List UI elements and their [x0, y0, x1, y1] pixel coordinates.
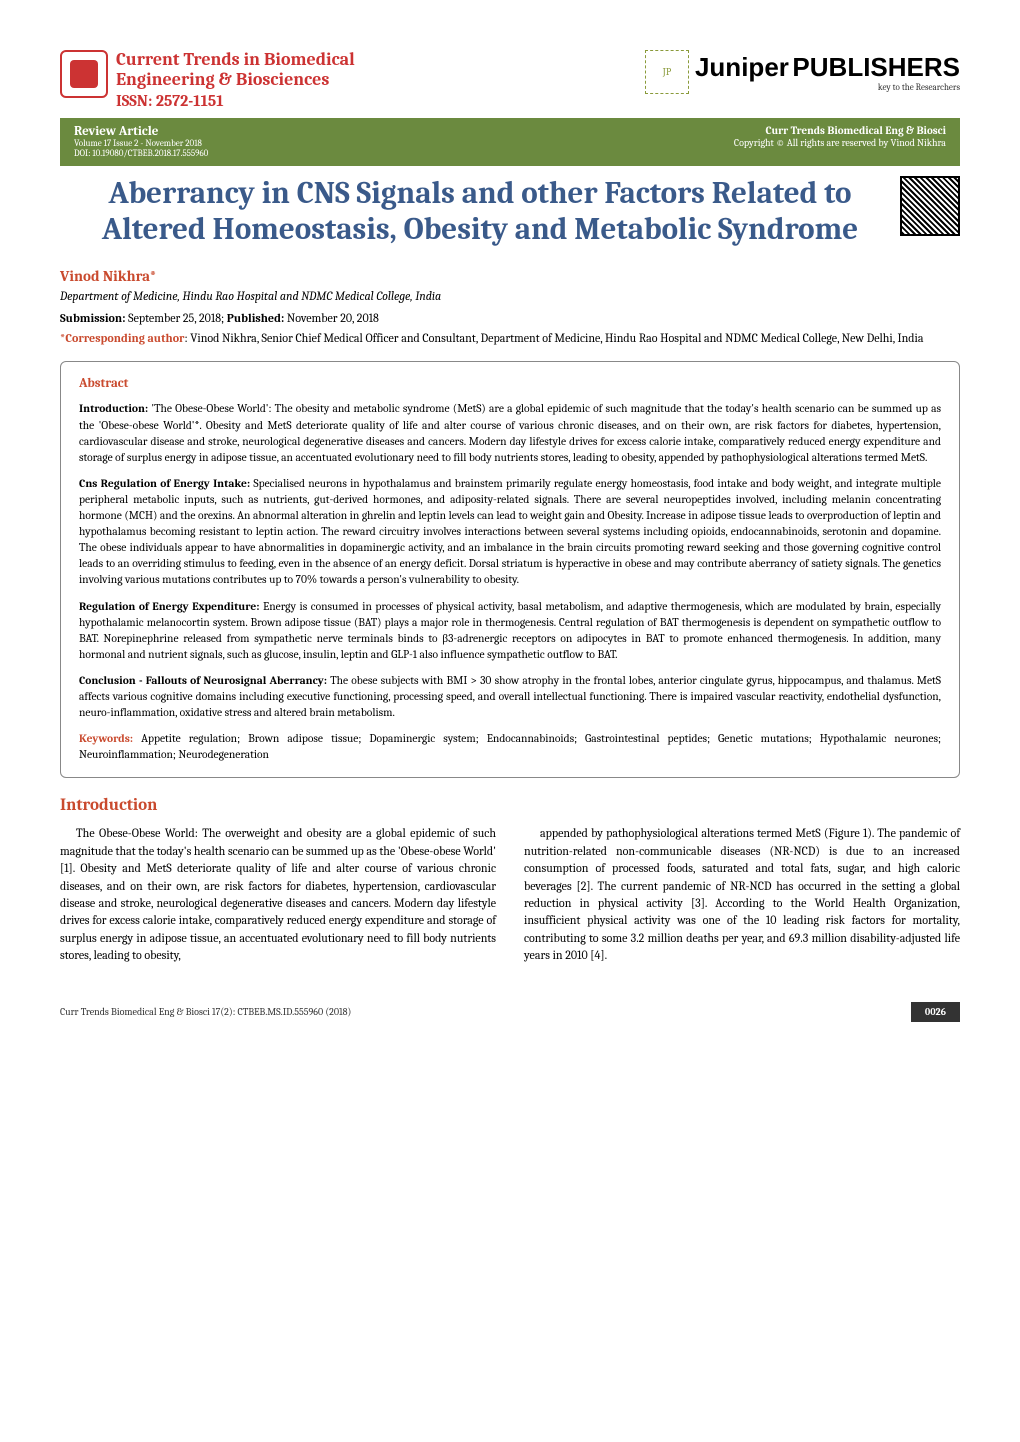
abstract-heading: Abstract: [79, 376, 941, 391]
published-date: November 20, 2018: [287, 311, 379, 325]
intro-col2: appended by pathophysiological alteratio…: [524, 825, 960, 964]
corresponding-text: : Vinod Nikhra, Senior Chief Medical Off…: [185, 331, 924, 345]
keywords-text: Appetite regulation; Brown adipose tissu…: [79, 732, 941, 761]
dates-line: Submission: September 25, 2018; Publishe…: [60, 311, 960, 325]
introduction-heading: Introduction: [60, 796, 960, 815]
intro-col1: The Obese-Obese World: The overweight an…: [60, 825, 496, 964]
abstract-lead-2: Regulation of Energy Expenditure:: [79, 600, 259, 613]
journal-title-block: Current Trends in Biomedical Engineering…: [116, 50, 355, 110]
publisher-name-main: Junip: [695, 52, 764, 82]
doi-label: DOI: 10.19080/CTBEB.2018.17.555960: [74, 149, 361, 160]
header-row: Current Trends in Biomedical Engineering…: [60, 50, 960, 110]
submission-label: Submission:: [60, 311, 126, 325]
publisher-name-suffix: er: [764, 52, 789, 82]
introduction-body: The Obese-Obese World: The overweight an…: [60, 825, 960, 972]
banner-right: Curr Trends Biomedical Eng & Biosci Copy…: [375, 118, 960, 167]
keywords-line: Keywords: Appetite regulation; Brown adi…: [79, 731, 941, 763]
banner-row: Review Article Volume 17 Issue 2 - Novem…: [60, 118, 960, 167]
publisher-logo-icon: JP: [645, 50, 689, 94]
publisher-name-row: Juniper PUBLISHERS: [695, 52, 960, 83]
abstract-para-3: Conclusion - Fallouts of Neurosignal Abe…: [79, 673, 941, 721]
journal-issn: ISSN: 2572-1151: [116, 92, 355, 110]
journal-title-line2: Engineering & Biosciences: [116, 70, 355, 90]
banner-left: Review Article Volume 17 Issue 2 - Novem…: [60, 118, 375, 167]
footer-row: Curr Trends Biomedical Eng & Biosci 17(2…: [60, 1002, 960, 1022]
abstract-lead-0: Introduction:: [79, 402, 148, 415]
journal-block: Current Trends in Biomedical Engineering…: [60, 50, 355, 110]
corresponding-label: *Corresponding author: [60, 331, 185, 345]
journal-title-line1: Current Trends in Biomedical: [116, 50, 355, 70]
abstract-para-1: Cns Regulation of Energy Intake: Special…: [79, 476, 941, 589]
publisher-text: Juniper PUBLISHERS key to the Researcher…: [695, 52, 960, 93]
qr-code-icon: [900, 176, 960, 236]
copyright-line: Copyright © All rights are reserved by V…: [389, 137, 946, 149]
publisher-tagline: key to the Researchers: [695, 83, 960, 93]
footer-citation: Curr Trends Biomedical Eng & Biosci 17(2…: [60, 1006, 351, 1018]
page-number: 0026: [911, 1002, 960, 1022]
publisher-block: JP Juniper PUBLISHERS key to the Researc…: [645, 50, 960, 94]
author-name: Vinod Nikhra*: [60, 267, 960, 285]
abstract-body-1: Specialised neurons in hypothalamus and …: [79, 477, 941, 587]
published-label: Published:: [227, 311, 285, 325]
article-title: Aberrancy in CNS Signals and other Facto…: [60, 176, 900, 247]
abstract-para-0: Introduction: 'The Obese-Obese World': T…: [79, 401, 941, 465]
abstract-body-0: 'The Obese-Obese World': The obesity and…: [79, 402, 941, 463]
author-affiliation: Department of Medicine, Hindu Rao Hospit…: [60, 289, 960, 303]
publisher-badge: PUBLISHERS: [792, 52, 960, 82]
abstract-lead-1: Cns Regulation of Energy Intake:: [79, 477, 250, 490]
submission-date: September 25, 2018;: [128, 311, 224, 325]
journal-logo-icon: [60, 50, 108, 98]
abstract-para-2: Regulation of Energy Expenditure: Energy…: [79, 599, 941, 663]
journal-logo-inner: [70, 60, 98, 88]
abstract-box: Abstract Introduction: 'The Obese-Obese …: [60, 361, 960, 778]
article-type-label: Review Article: [74, 124, 361, 139]
abstract-lead-3: Conclusion - Fallouts of Neurosignal Abe…: [79, 674, 327, 687]
volume-issue-label: Volume 17 Issue 2 - November 2018: [74, 139, 361, 150]
journal-short-name: Curr Trends Biomedical Eng & Biosci: [389, 124, 946, 137]
title-row: Aberrancy in CNS Signals and other Facto…: [60, 176, 960, 247]
keywords-label: Keywords:: [79, 732, 133, 745]
corresponding-author-line: *Corresponding author: Vinod Nikhra, Sen…: [60, 331, 960, 345]
